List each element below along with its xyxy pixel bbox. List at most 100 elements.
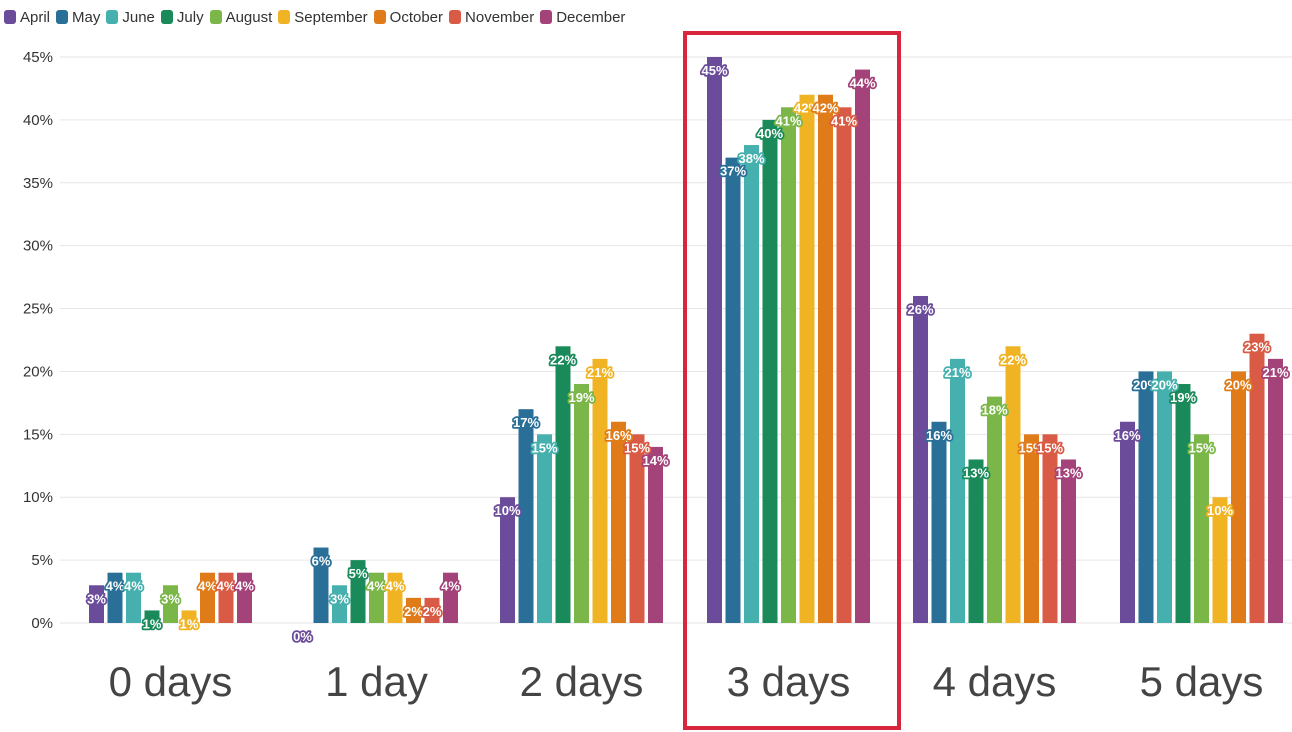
legend-label: November: [465, 8, 535, 26]
bar[interactable]: [537, 434, 552, 623]
bar[interactable]: [781, 107, 796, 624]
data-label: 16%: [926, 428, 952, 443]
legend-item[interactable]: May: [56, 9, 100, 26]
category-label: 3 days: [727, 658, 851, 705]
bar[interactable]: [237, 572, 252, 623]
data-label: 3%: [87, 591, 106, 606]
data-label: 5%: [349, 566, 368, 581]
bar[interactable]: [1231, 371, 1246, 623]
data-label: 15%: [1188, 440, 1214, 455]
data-label: 40%: [757, 126, 783, 141]
bar[interactable]: [1042, 434, 1058, 623]
bar[interactable]: [107, 572, 123, 623]
y-tick-label: 30%: [23, 238, 53, 255]
legend-swatch: [540, 10, 553, 24]
bar[interactable]: [725, 157, 741, 623]
data-label: 3%: [330, 591, 349, 606]
legend-item[interactable]: August: [209, 9, 272, 26]
category-label: 2 days: [520, 658, 644, 705]
legend-item[interactable]: June: [106, 9, 155, 26]
bar[interactable]: [611, 421, 626, 623]
bar[interactable]: [648, 446, 663, 623]
legend-label: September: [294, 8, 368, 26]
data-label: 21%: [944, 365, 970, 380]
bar[interactable]: [555, 346, 571, 623]
bar[interactable]: [836, 107, 852, 624]
bar[interactable]: [987, 396, 1002, 623]
y-tick-label: 35%: [23, 175, 53, 192]
bar[interactable]: [1249, 333, 1265, 623]
data-label: 22%: [1000, 352, 1026, 367]
bar[interactable]: [500, 497, 515, 623]
bar[interactable]: [1212, 497, 1228, 623]
legend-swatch: [209, 10, 222, 24]
bar[interactable]: [574, 384, 589, 623]
bar[interactable]: [1120, 421, 1135, 623]
data-label: 20%: [1225, 377, 1251, 392]
legend-item[interactable]: April: [4, 9, 50, 26]
bar[interactable]: [931, 421, 947, 623]
bar[interactable]: [406, 597, 421, 623]
bar[interactable]: [1268, 358, 1283, 623]
bar[interactable]: [762, 119, 778, 623]
data-label: 20%: [1133, 377, 1159, 392]
bar[interactable]: [629, 434, 645, 623]
legend-item[interactable]: November: [449, 9, 534, 26]
bar[interactable]: [1024, 434, 1039, 623]
bar[interactable]: [424, 597, 440, 623]
data-label: 10%: [1207, 503, 1233, 518]
legend-item[interactable]: September: [278, 8, 368, 26]
bar[interactable]: [950, 358, 965, 623]
bar[interactable]: [387, 572, 403, 623]
bar[interactable]: [1194, 434, 1209, 623]
data-label: 4%: [217, 579, 236, 594]
data-label: 15%: [1037, 440, 1063, 455]
bar[interactable]: [968, 459, 984, 623]
bar[interactable]: [1157, 371, 1172, 623]
y-tick-label: 40%: [23, 112, 53, 129]
legend-label: October: [389, 8, 444, 26]
data-label: 4%: [106, 579, 125, 594]
bar[interactable]: [200, 572, 215, 623]
bar[interactable]: [350, 560, 366, 623]
bar[interactable]: [181, 610, 197, 623]
data-label: 0%: [293, 629, 312, 644]
bar[interactable]: [518, 409, 534, 623]
bar[interactable]: [799, 94, 815, 623]
bar[interactable]: [744, 145, 759, 624]
legend-item[interactable]: July: [160, 9, 204, 26]
legend-label: December: [556, 8, 626, 26]
bar[interactable]: [144, 610, 160, 623]
bar[interactable]: [89, 585, 104, 623]
data-label: 19%: [568, 390, 594, 405]
bar[interactable]: [1005, 346, 1021, 623]
bar[interactable]: [818, 94, 833, 623]
bar[interactable]: [126, 572, 141, 623]
legend-swatch: [373, 10, 386, 24]
bar[interactable]: [592, 358, 608, 623]
y-tick-label: 5%: [31, 552, 53, 569]
y-tick-label: 0%: [31, 615, 53, 632]
bar[interactable]: [369, 572, 384, 623]
data-label: 22%: [550, 352, 576, 367]
bar[interactable]: [218, 572, 234, 623]
data-label: 37%: [720, 164, 746, 179]
bar[interactable]: [313, 547, 329, 623]
data-label: 4%: [441, 579, 460, 594]
bar[interactable]: [913, 295, 928, 623]
bar[interactable]: [1175, 384, 1191, 623]
legend-item[interactable]: October: [373, 8, 444, 26]
data-label: 4%: [386, 579, 405, 594]
bar[interactable]: [1138, 371, 1154, 623]
bar[interactable]: [332, 585, 347, 623]
data-label: 45%: [701, 63, 727, 78]
bar[interactable]: [163, 585, 178, 623]
legend-item[interactable]: December: [540, 9, 625, 26]
data-label: 20%: [1151, 377, 1177, 392]
bar[interactable]: [1061, 459, 1076, 623]
bar[interactable]: [443, 572, 458, 623]
bar[interactable]: [855, 69, 870, 624]
bar[interactable]: [707, 57, 722, 623]
data-label: 19%: [1170, 390, 1196, 405]
category-label: 0 days: [109, 658, 233, 705]
